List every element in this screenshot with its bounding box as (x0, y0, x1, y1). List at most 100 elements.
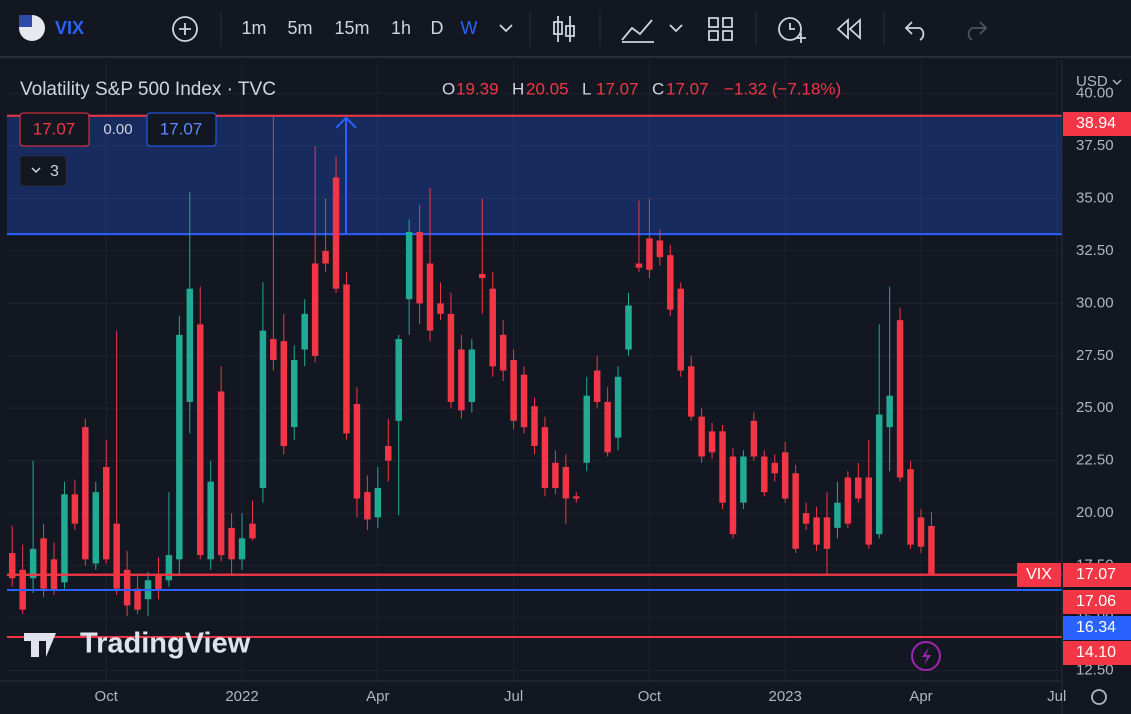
currency-menu[interactable] (1112, 79, 1122, 85)
y-tick-label: 32.50 (1076, 242, 1114, 259)
candle-body (405, 232, 413, 300)
sell-button[interactable] (19, 112, 90, 147)
candle-body (155, 574, 162, 591)
candle-body (217, 391, 225, 556)
price-badge (1063, 563, 1131, 587)
candle-body (729, 456, 737, 535)
candle-body (207, 481, 214, 560)
currency[interactable]: USD (1076, 73, 1108, 90)
candle-body (322, 250, 329, 264)
candle-body (332, 177, 340, 289)
x-tick-label: 2022 (225, 688, 258, 705)
flash-button[interactable] (911, 641, 941, 671)
redo[interactable] (967, 21, 988, 41)
candle-body (395, 339, 402, 421)
candle-body (416, 232, 423, 304)
candle-body (301, 313, 308, 350)
candle-body (740, 456, 747, 503)
y-tick-label: 30.00 (1076, 294, 1114, 311)
candle-body (270, 339, 277, 361)
candle-body (197, 324, 204, 556)
price-badge-label: 16.34 (1076, 619, 1116, 636)
candle-body (583, 395, 590, 463)
candle-body (844, 477, 852, 524)
y-tick-label: 37.50 (1076, 137, 1114, 154)
legend-title: Volatility S&P 500 Index · TVC (20, 79, 276, 100)
candle-body (238, 538, 246, 560)
flag-canton (19, 15, 32, 27)
interval-menu[interactable] (499, 24, 513, 33)
buy-button[interactable] (146, 112, 217, 147)
flash-icon (922, 647, 931, 665)
indicators[interactable] (621, 19, 654, 43)
candle-body (813, 517, 820, 545)
legend: Volatility S&P 500 Index · TVC O 19.39 H 20.… (20, 79, 841, 100)
add-symbol[interactable] (172, 16, 198, 42)
price-badge (1063, 112, 1131, 136)
interval[interactable]: 1m (241, 18, 266, 38)
price-badge (1063, 616, 1131, 640)
last-badge-label: VIX (1026, 566, 1052, 583)
indicator-count: 3 (50, 163, 59, 180)
candle-body (625, 305, 632, 350)
intervals: 1m 5m 15m 1h D W (241, 18, 477, 38)
x-tick-label: Jul (1047, 688, 1066, 705)
price-badge (1063, 590, 1131, 614)
candle-body (259, 330, 267, 488)
candle-body (593, 370, 601, 402)
legend-key: H (512, 79, 524, 98)
candle-body (771, 462, 778, 474)
interval[interactable]: W (461, 18, 478, 38)
replay[interactable] (836, 17, 861, 41)
candle-body (928, 525, 935, 575)
legend-value: 17.07 (596, 79, 639, 98)
interval[interactable]: 15m (334, 18, 369, 38)
layouts[interactable] (708, 17, 733, 41)
price-badge-label: 14.10 (1076, 644, 1116, 661)
candle-body (552, 462, 559, 488)
candle-body (719, 431, 726, 503)
candle-body (886, 395, 893, 428)
y-tick-label: 12.50 (1076, 661, 1114, 678)
candle-body (71, 494, 79, 524)
indicator-toggle-icon (31, 167, 41, 174)
sell-price: 17.07 (33, 119, 76, 138)
indicators-menu[interactable] (669, 24, 683, 33)
x-tick-label: Apr (909, 688, 932, 705)
legend-key: O (442, 79, 455, 98)
candle-body (855, 477, 862, 499)
price-badge-label: 17.06 (1076, 593, 1116, 610)
candle-body (426, 263, 434, 331)
undo[interactable] (904, 21, 925, 41)
indicator-toggle[interactable] (19, 155, 67, 187)
interval[interactable]: 5m (287, 18, 312, 38)
x-tick-label: 2023 (769, 688, 802, 705)
candle-body (61, 494, 68, 583)
candle-body (802, 513, 810, 524)
candle-body (468, 349, 476, 402)
settings[interactable] (1091, 689, 1107, 705)
candle-body (687, 366, 695, 417)
candle-body (907, 469, 914, 545)
candle-style[interactable] (553, 16, 575, 42)
candle-body (291, 360, 298, 428)
interval[interactable]: 1h (391, 18, 411, 38)
y-tick-label: 20.00 (1076, 504, 1114, 521)
candle-body (510, 360, 517, 421)
candle-body (646, 238, 653, 270)
legend-value: 19.39 (456, 79, 499, 98)
symbol[interactable]: VIX (55, 18, 84, 38)
candle-body (311, 263, 319, 356)
candle-body (343, 284, 350, 434)
alert-plus (789, 23, 806, 43)
candle-body (280, 341, 288, 447)
y-tick-label: 25.00 (1076, 399, 1114, 416)
candle-body (698, 416, 705, 457)
price-badge-label: 38.94 (1076, 115, 1116, 132)
interval[interactable]: D (431, 18, 444, 38)
alert[interactable] (778, 17, 802, 41)
candle-body (614, 376, 622, 438)
legend-value: 17.07 (666, 79, 709, 98)
spread: 0.00 (103, 121, 132, 138)
candle-body (541, 427, 549, 488)
